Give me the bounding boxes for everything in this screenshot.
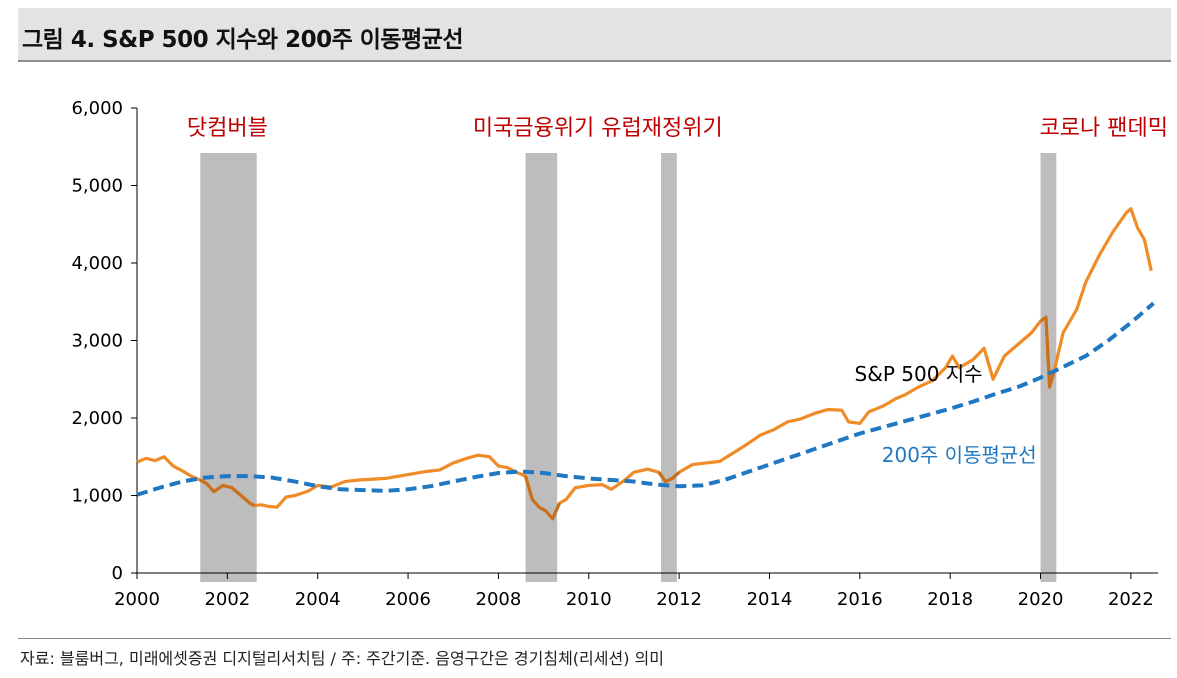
y-tick-label: 4,000 [71, 253, 123, 274]
event-annotation-2: 코로나 팬데믹 [1040, 116, 1168, 141]
x-tick-label: 2004 [295, 589, 341, 610]
recession-shade-0 [200, 153, 257, 582]
source-note: 자료: 블룸버그, 미래에셋증권 디지털리서치팀 / 주: 주간기준. 음영구간… [20, 649, 664, 668]
x-tick-label: 2016 [837, 589, 883, 610]
series-line-ma200 [136, 301, 1155, 497]
x-tick-label: 2006 [385, 589, 431, 610]
x-tick-label: 2022 [1108, 589, 1154, 610]
recession-shade-1 [525, 153, 558, 582]
footer-divider [18, 638, 1171, 639]
x-tick-label: 2000 [114, 589, 160, 610]
x-tick-label: 2020 [1018, 589, 1064, 610]
y-tick-label: 5,000 [71, 176, 123, 197]
x-tick-label: 2008 [476, 589, 522, 610]
y-tick-label: 1,000 [71, 486, 123, 507]
y-tick-label: 2,000 [71, 408, 123, 429]
y-tick-label: 0 [112, 563, 123, 584]
y-tick-label: 6,000 [71, 98, 123, 119]
x-tick-label: 2010 [566, 589, 612, 610]
series-line-sp500-recession-1 [523, 475, 561, 521]
series-line-sp500-recession-3 [1039, 315, 1056, 389]
x-tick-label: 2014 [747, 589, 793, 610]
x-tick-label: 2002 [204, 589, 250, 610]
x-tick-label: 2018 [927, 589, 973, 610]
recession-shade-2 [661, 153, 677, 582]
chart-title: 그림 4. S&P 500 지수와 200주 이동평균선 [22, 27, 464, 53]
y-tick-label: 3,000 [71, 331, 123, 352]
series-label-sp500: S&P 500 지수 [855, 362, 983, 386]
x-tick-label: 2012 [656, 589, 702, 610]
title-bar: 그림 4. S&P 500 지수와 200주 이동평균선 [18, 8, 1171, 62]
series-label-ma200: 200주 이동평균선 [882, 443, 1037, 467]
series-line-sp500-recession-0 [199, 478, 256, 507]
event-annotation-1: 미국금융위기 유럽재정위기 [473, 116, 723, 141]
series-line-sp500-recession-2 [657, 471, 681, 484]
event-annotation-0: 닷컴버블 [187, 116, 268, 141]
series-line-sp500 [136, 207, 1153, 521]
